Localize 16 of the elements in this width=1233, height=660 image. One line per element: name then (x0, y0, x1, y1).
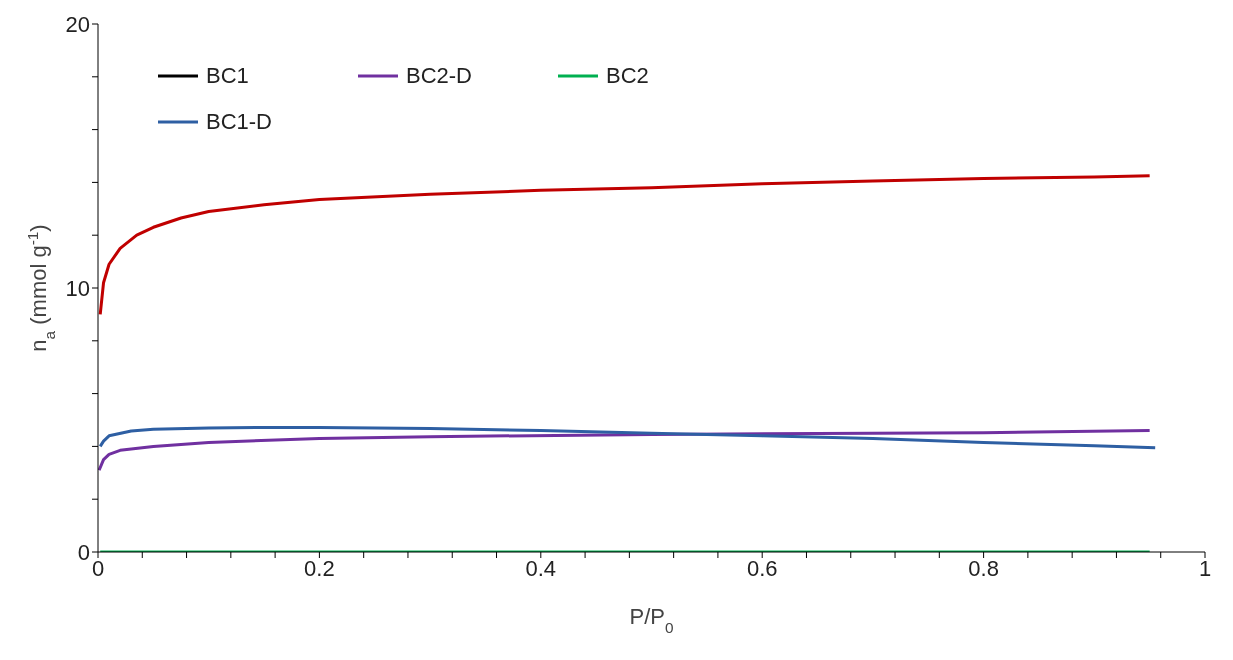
line-series (98, 425, 1157, 450)
x-tick-label: 0.6 (746, 555, 778, 581)
x-tick-label: 0.4 (525, 555, 557, 581)
line-series (98, 429, 1152, 472)
y-tick-label: 0 (77, 539, 90, 565)
line-series (98, 174, 1152, 316)
legend-label: BC1 (206, 63, 249, 89)
x-tick-label: 0.2 (304, 555, 335, 581)
x-tick-label: 0.8 (968, 555, 999, 581)
legend-label: BC2-D (406, 63, 473, 89)
y-tick-label: 10 (65, 275, 90, 301)
legend-label: BC1-D (206, 109, 273, 135)
legend-label: BC2 (606, 63, 649, 89)
x-axis-title: P/P$_{0}$ (629, 604, 674, 636)
x-tick-label: 1 (1198, 555, 1212, 581)
y-tick-label: 20 (65, 11, 90, 37)
